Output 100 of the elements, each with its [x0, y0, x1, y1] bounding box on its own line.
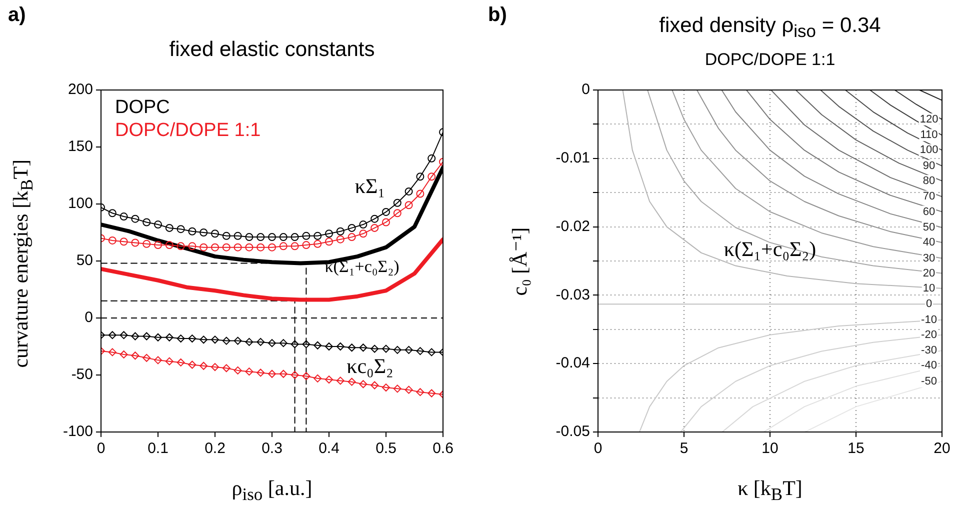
y-tick-label: -0.03: [556, 286, 590, 304]
point: [393, 209, 402, 218]
point: [325, 238, 333, 246]
series-label: -30: [921, 344, 937, 357]
text: b): [488, 4, 507, 27]
point: [234, 336, 242, 345]
text: DOPC: [115, 96, 171, 119]
point: [428, 348, 436, 356]
point: [256, 233, 265, 242]
point: [200, 228, 208, 236]
point: [165, 241, 174, 250]
point: [302, 241, 310, 250]
point: [234, 243, 242, 252]
point: [131, 238, 140, 247]
x-tick-label: 0.3: [262, 440, 282, 458]
point: [428, 154, 436, 162]
point: [336, 376, 344, 385]
point: [165, 224, 174, 232]
point: [382, 218, 390, 226]
point: [154, 220, 162, 229]
series-label: 30: [922, 252, 936, 264]
point: [348, 378, 356, 386]
y-tick-label: -0.04: [556, 354, 590, 372]
point: [370, 224, 379, 232]
point: [211, 363, 219, 372]
point: [268, 243, 276, 252]
point: [279, 370, 288, 378]
y-tick-label: -100: [62, 423, 93, 440]
point: [108, 236, 116, 244]
x-tick-label: 0: [594, 440, 602, 458]
point: [404, 201, 413, 210]
point: [416, 190, 424, 198]
x-tick-label: 0.1: [148, 440, 168, 458]
series-label: 80: [922, 175, 936, 188]
point: [211, 230, 219, 238]
annotation: κ(Σ₁+c₀Σ₂): [324, 257, 400, 277]
point: [279, 242, 288, 250]
y-tick-label: 0: [84, 309, 93, 326]
point: [393, 346, 402, 354]
point: [222, 243, 230, 252]
point: [348, 233, 356, 242]
point: [154, 356, 162, 364]
point: [131, 332, 140, 340]
point: [393, 198, 402, 207]
point: [165, 357, 174, 366]
point: [370, 214, 379, 223]
point: [200, 336, 208, 344]
series-label: -10: [921, 314, 937, 326]
y-tick-label: 150: [68, 138, 93, 156]
point: [279, 339, 288, 348]
point: [200, 362, 208, 370]
point: [268, 233, 276, 242]
point: [382, 208, 390, 216]
point: [359, 220, 368, 229]
point: [370, 344, 379, 353]
y-tick-label: 0: [582, 81, 590, 98]
x-axis-title: κ [k$_{B}$T]: [738, 476, 802, 506]
point: [314, 374, 322, 382]
point: [268, 339, 276, 348]
point: [256, 338, 265, 346]
series-label: 100: [920, 144, 938, 156]
series-label: 120: [920, 113, 938, 126]
point: [142, 240, 151, 248]
point: [222, 232, 230, 240]
point: [336, 227, 344, 236]
point: [142, 354, 151, 362]
text: a): [8, 4, 26, 27]
x-tick-label: 10: [762, 440, 778, 458]
x-tick-label: 0.5: [376, 440, 396, 458]
y-tick-label: -0.01: [556, 150, 590, 167]
point: [108, 331, 116, 340]
series-label: 110: [920, 129, 938, 142]
point: [359, 344, 368, 352]
point: [314, 341, 322, 350]
point: [416, 347, 424, 356]
point: [245, 243, 254, 252]
series-label: -20: [921, 328, 937, 341]
point: [256, 368, 265, 377]
y-axis-title: c₀ [Å⁻¹]: [508, 227, 532, 296]
series-label: 10: [922, 282, 936, 294]
point: [154, 241, 162, 250]
x-tick-label: 5: [680, 440, 688, 458]
point: [222, 364, 230, 372]
point: [211, 243, 219, 252]
point: [348, 224, 356, 232]
point: [176, 225, 185, 234]
point: [302, 232, 310, 240]
point: [359, 380, 368, 388]
point: [382, 344, 390, 353]
point: [393, 384, 402, 393]
point: [245, 338, 254, 346]
series-label: -50: [921, 375, 937, 388]
chart-title: fixed density ρ$_{iso}$ = 0.34: [659, 14, 881, 42]
point: [302, 372, 310, 380]
point: [314, 240, 322, 248]
point: [120, 350, 128, 358]
annotation: κ(Σ₁+c₀Σ₂): [724, 237, 816, 262]
point: [188, 227, 196, 236]
series-label: -40: [921, 360, 937, 372]
point: [176, 358, 185, 366]
